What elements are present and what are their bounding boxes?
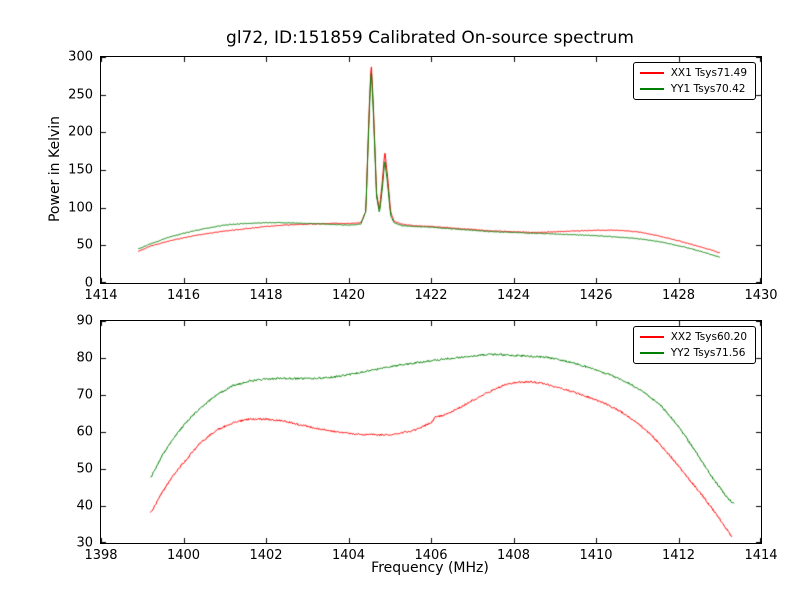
bottom-plot-area: XX2 Tsys60.20 YY2 Tsys71.56 1398 1400 1402… [76,314,777,564]
y-tick-label: 70 [76,387,93,403]
legend-label: YY1 Tsys70.42 [670,83,746,95]
x-tick-label: 1414 [84,288,118,303]
x-tick-label: 1426 [579,288,613,303]
y-tick-label: 80 [76,350,93,366]
y-tick-label: 60 [76,424,93,440]
y-tick-label: 250 [68,87,93,103]
top-plot-area: XX1 Tsys71.49 YY1 Tsys70.42 1414 1416 1418… [68,50,777,304]
x-tick-label: 1418 [249,288,283,303]
bottom-legend: XX2 Tsys60.20 YY2 Tsys71.56 [632,326,756,364]
yy1-line-swatch [639,88,664,90]
y-tick-label: 50 [76,237,93,253]
y-tick-label: 150 [68,162,93,178]
legend-entry: XX2 Tsys60.20 [639,331,747,343]
x-tick-label: 1414 [744,548,778,563]
xx1-line-swatch [639,72,664,74]
xx2-line-swatch [639,336,664,338]
y-tick-label: 200 [68,124,93,140]
legend-label: YY2 Tsys71.56 [670,347,746,359]
x-tick-label: 1412 [661,548,696,563]
legend-entry: XX1 Tsys71.49 [639,67,747,79]
x-tick-label: 1422 [414,288,448,303]
x-tick-label: 1420 [331,288,366,303]
legend-label: XX1 Tsys71.49 [670,67,747,79]
legend-entry: YY1 Tsys70.42 [639,83,747,95]
y-tick-label: 40 [76,498,93,514]
x-tick-label: 1400 [166,548,201,563]
y-tick-label: 300 [68,49,93,65]
x-tick-label: 1428 [661,288,696,303]
x-tick-label: 1410 [579,548,613,563]
x-tick-label: 1408 [496,548,531,563]
top-legend: XX1 Tsys71.49 YY1 Tsys70.42 [632,62,756,100]
yy2-line-swatch [639,352,664,354]
x-tick-label: 1406 [414,548,448,563]
y-tick-label: 0 [84,275,93,291]
y-tick-label: 50 [76,461,93,477]
legend-entry: YY2 Tsys71.56 [639,347,747,359]
y-axis-label: Power in Kelvin [47,115,63,223]
legend-label: XX2 Tsys60.20 [670,331,747,343]
x-tick-label: 1398 [84,548,118,563]
x-tick-label: 1404 [331,548,366,563]
x-tick-label: 1416 [166,288,201,303]
y-tick-label: 100 [68,200,93,216]
x-tick-label: 1424 [496,288,531,303]
x-tick-label: 1430 [744,288,778,303]
y-tick-label: 30 [76,535,93,551]
chart-title: gl72, ID:151859 Calibrated On-source spe… [226,28,634,48]
x-tick-label: 1402 [249,548,283,563]
y-tick-label: 90 [76,313,93,329]
x-axis-label: Frequency (MHz) [371,560,489,576]
